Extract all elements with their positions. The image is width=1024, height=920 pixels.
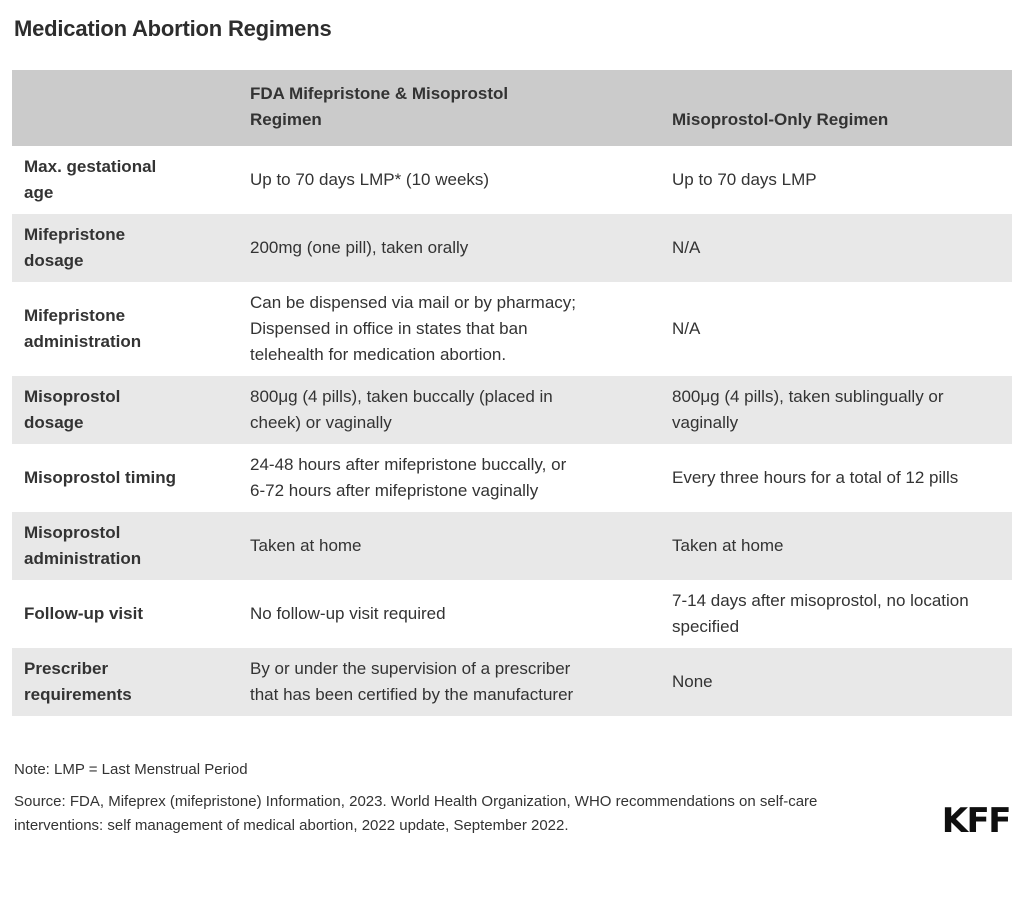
table-row: Misoprostol timing 24-48 hours after mif… xyxy=(12,444,1012,512)
source-text: Source: FDA, Mifeprex (mifepristone) Inf… xyxy=(14,793,818,834)
regimen-table: FDA Mifepristone & Misoprostol Regimen M… xyxy=(12,70,1012,716)
cell-fda-misoprostol-administration: Taken at home xyxy=(250,536,362,555)
source-row: Source: FDA, Mifeprex (mifepristone) Inf… xyxy=(12,790,1012,838)
row-label-misoprostol-administration: Misoprostol administration xyxy=(24,523,142,568)
table-row: Misoprostol administration Taken at home… xyxy=(12,512,1012,580)
table-row: Mifepristone administration Can be dispe… xyxy=(12,282,1012,376)
cell-fda-misoprostol-dosage: 800μg (4 pills), taken buccally (placed … xyxy=(250,387,553,432)
header-misoprostol-only-regimen: Misoprostol-Only Regimen xyxy=(672,70,1012,146)
row-label-max-gestational-age: Max. gestational age xyxy=(24,157,157,202)
row-label-mifepristone-dosage: Mifepristone dosage xyxy=(24,225,126,270)
cell-fda-mifepristone-administration: Can be dispensed via mail or by pharmacy… xyxy=(250,293,576,364)
table-row: Misoprostol dosage 800μg (4 pills), take… xyxy=(12,376,1012,444)
note-text: Note: LMP = Last Menstrual Period xyxy=(14,761,248,778)
row-label-misoprostol-dosage: Misoprostol dosage xyxy=(24,387,121,432)
page-title: Medication Abortion Regimens xyxy=(14,16,332,41)
cell-fda-follow-up-visit: No follow-up visit required xyxy=(250,604,446,623)
cell-miso-mifepristone-administration: N/A xyxy=(672,319,701,338)
table-row: Prescriber requirements By or under the … xyxy=(12,648,1012,716)
table-row: Mifepristone dosage 200mg (one pill), ta… xyxy=(12,214,1012,282)
cell-fda-misoprostol-timing: 24-48 hours after mifepristone buccally,… xyxy=(250,455,567,500)
row-label-misoprostol-timing: Misoprostol timing xyxy=(24,468,177,487)
kff-logo: KFF xyxy=(941,801,1012,841)
row-label-prescriber-requirements: Prescriber requirements xyxy=(24,659,132,704)
cell-fda-prescriber-requirements: By or under the supervision of a prescri… xyxy=(250,659,574,704)
cell-miso-misoprostol-administration: Taken at home xyxy=(672,536,784,555)
table-header-row: FDA Mifepristone & Misoprostol Regimen M… xyxy=(12,70,1012,146)
cell-miso-follow-up-visit: 7-14 days after misoprostol, no location… xyxy=(672,591,969,636)
table-row: Follow-up visit No follow-up visit requi… xyxy=(12,580,1012,648)
cell-miso-prescriber-requirements: None xyxy=(672,672,713,691)
header-empty-cell xyxy=(12,70,250,146)
cell-fda-max-gestational-age: Up to 70 days LMP* (10 weeks) xyxy=(250,170,490,189)
table-row: Max. gestational age Up to 70 days LMP* … xyxy=(12,146,1012,214)
cell-miso-misoprostol-dosage: 800μg (4 pills), taken sublingually or v… xyxy=(672,387,944,432)
cell-miso-misoprostol-timing: Every three hours for a total of 12 pill… xyxy=(672,468,959,487)
cell-miso-max-gestational-age: Up to 70 days LMP xyxy=(672,170,817,189)
cell-fda-mifepristone-dosage: 200mg (one pill), taken orally xyxy=(250,238,469,257)
cell-miso-mifepristone-dosage: N/A xyxy=(672,238,701,257)
row-label-follow-up-visit: Follow-up visit xyxy=(24,604,143,623)
header-fda-regimen: FDA Mifepristone & Misoprostol Regimen xyxy=(250,70,672,146)
row-label-mifepristone-administration: Mifepristone administration xyxy=(24,306,142,351)
